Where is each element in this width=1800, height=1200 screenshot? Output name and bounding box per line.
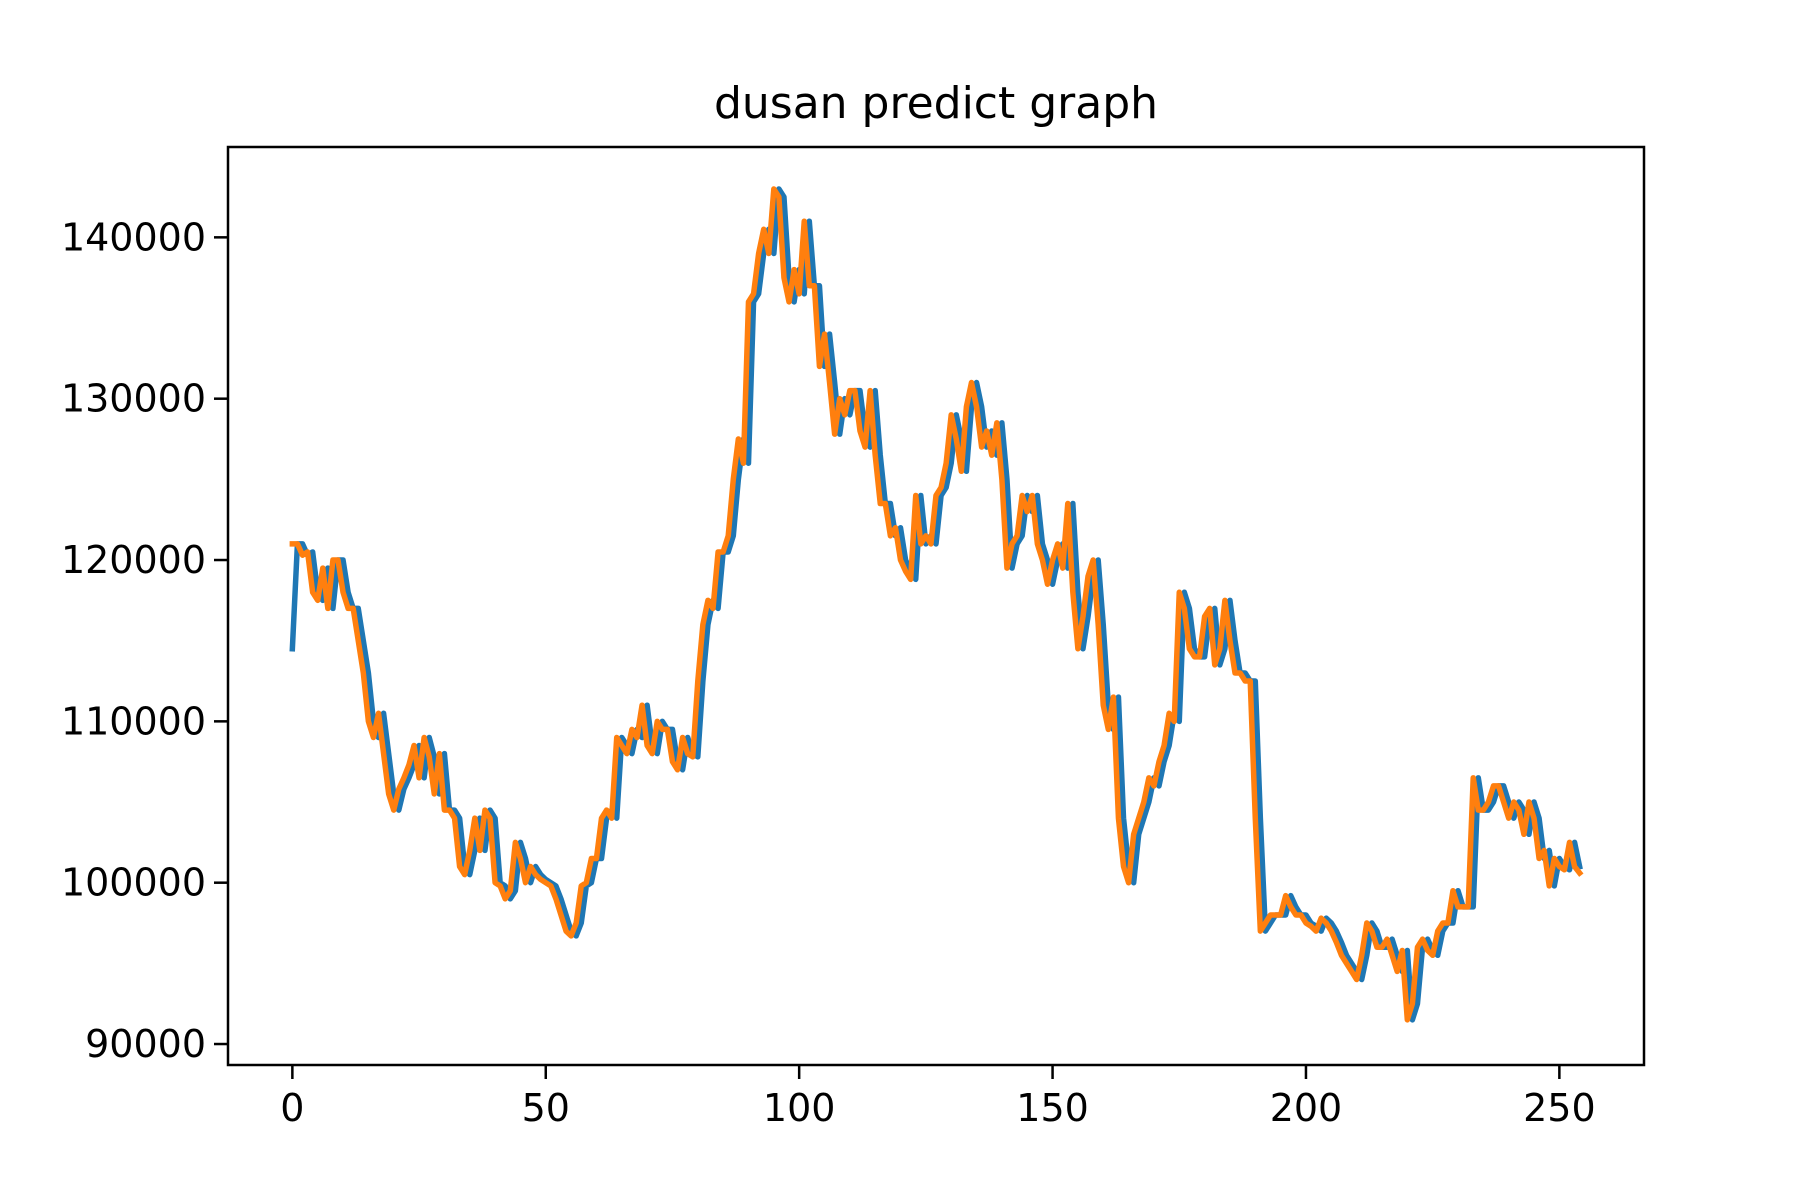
y-tick-label: 110000 [61,699,206,743]
data-line [289,186,1584,1023]
y-tick-label: 140000 [61,215,206,259]
x-tick-label: 50 [522,1086,570,1130]
y-tick-label: 120000 [61,538,206,582]
plot-area [289,186,1584,1023]
x-tick-label: 0 [280,1086,304,1130]
y-tick-label: 90000 [85,1022,206,1066]
x-tick-label: 100 [763,1086,836,1130]
x-tick-label: 150 [1016,1086,1089,1130]
axes-frame [226,145,1646,1067]
x-tick-label: 250 [1523,1086,1596,1130]
y-tick-label: 100000 [61,861,206,905]
x-tick-label: 200 [1270,1086,1343,1130]
data-line [289,186,1583,1023]
y-tick-label: 130000 [61,377,206,421]
chart-title: dusan predict graph [714,78,1158,129]
